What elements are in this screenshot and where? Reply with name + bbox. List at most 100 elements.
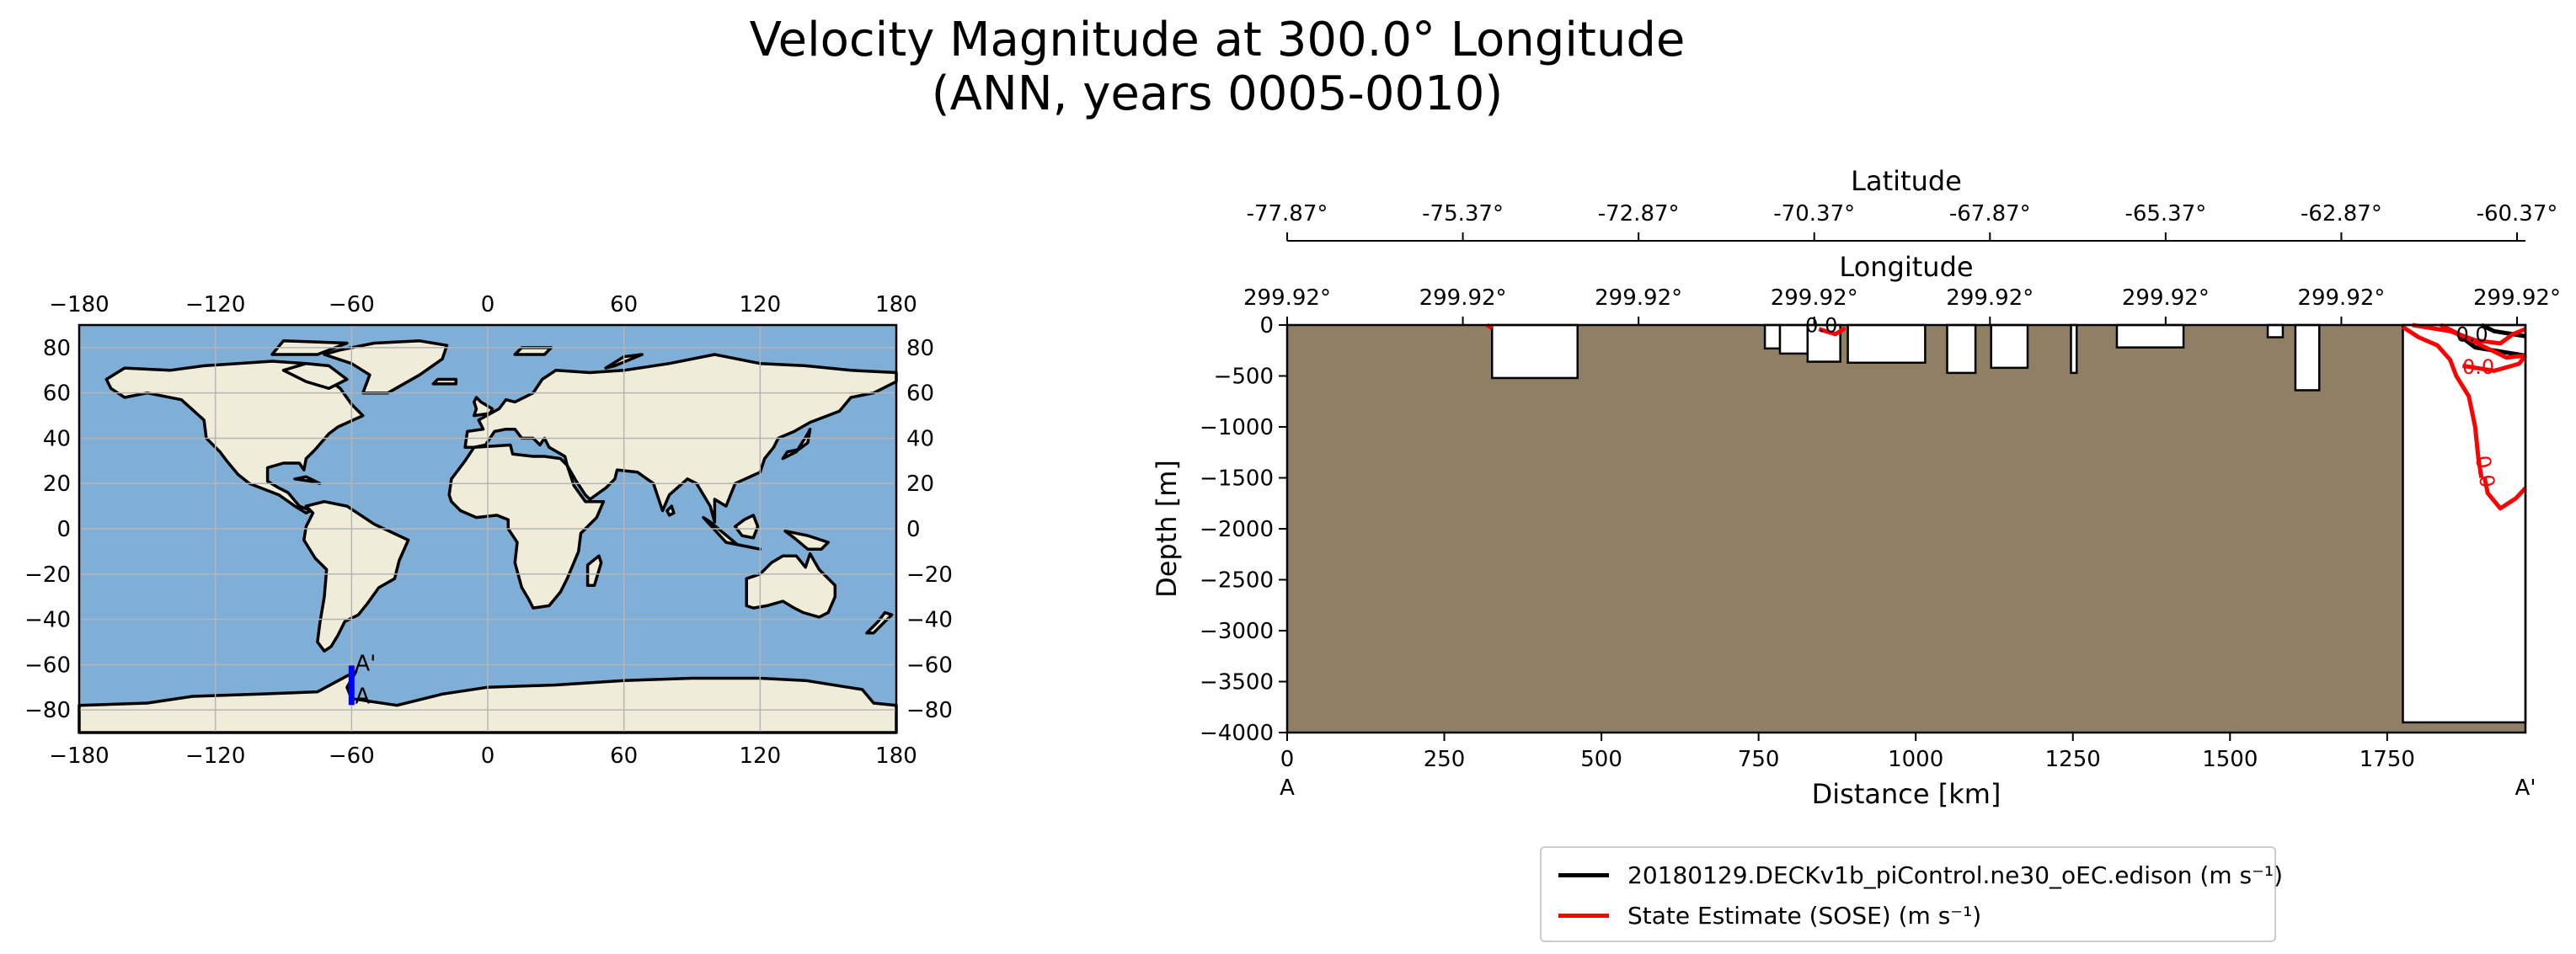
section-water-gap — [2115, 323, 2185, 349]
land-new-guinea — [783, 529, 830, 551]
section-water-gap — [2070, 323, 2078, 375]
section-xlabel: Distance [km] — [1812, 778, 2001, 810]
map-panel: A A' −180 −180 −120 −120 −60 −60 0 0 60 60 120 120 180… — [24, 292, 953, 769]
map-ytick-right: −80 — [906, 698, 953, 723]
map-ytick-right: 20 — [906, 472, 934, 497]
contour-model — [2480, 322, 2526, 338]
map-xtick-bottom: 0 — [481, 743, 495, 769]
section-lat-tick-label: -77.87° — [1247, 201, 1328, 227]
section-ytick-label: −2000 — [1200, 517, 1274, 542]
section-xtick-label: 1250 — [2045, 747, 2101, 772]
map-xtick-bottom: 60 — [610, 743, 638, 769]
legend-swatch-model — [1558, 872, 1609, 877]
section-ytick-label: 0 — [1259, 313, 1274, 338]
section-start-label: A — [1280, 775, 1295, 801]
section-ytick-label: −2500 — [1200, 568, 1274, 594]
land-greenland-island-baffin — [281, 361, 349, 391]
section-water-gap — [1846, 323, 1927, 365]
legend-label-model: 20180129.DECKv1b_piControl.ne30_oEC.edis… — [1627, 861, 2284, 889]
section-xtick-label: 1750 — [2360, 747, 2415, 772]
contour-sose — [2482, 477, 2527, 511]
section-lon-tick-label: 299.92° — [2473, 285, 2561, 311]
map-ytick-right: 0 — [906, 517, 921, 542]
section-water-gap — [1763, 323, 1782, 350]
section-water-gap — [2266, 323, 2285, 338]
map-transect-start-label: A — [355, 684, 370, 709]
contour-sose — [1818, 326, 1846, 337]
map-xtick-top: 60 — [610, 292, 638, 317]
map-xtick-top: −180 — [49, 292, 109, 317]
map-ytick-right: 60 — [906, 381, 934, 407]
legend: 20180129.DECKv1b_piControl.ne30_oEC.edis… — [1540, 846, 2283, 942]
section-water-gap — [1990, 323, 2029, 370]
land-greenland — [323, 339, 449, 395]
map-ytick-left: 20 — [43, 472, 71, 497]
section-lon-tick-label: 299.92° — [1419, 285, 1507, 311]
legend-swatch-sose — [1558, 913, 1609, 918]
map-ytick-right: 40 — [906, 426, 934, 451]
land-new-zealand — [865, 610, 894, 635]
section-xtick-label: 250 — [1424, 747, 1466, 772]
section-lon-tick-label: 299.92° — [1595, 285, 1682, 311]
contour-sose — [2402, 325, 2484, 478]
map-ytick-right: 80 — [906, 336, 934, 361]
land-madagascar — [585, 554, 603, 587]
figure-title-line2: (ANN, years 0005-0010) — [931, 67, 1504, 121]
map-transect-end-label: A' — [355, 651, 376, 676]
contour-sose — [2462, 354, 2527, 373]
section-ytick-label: −3000 — [1200, 619, 1274, 644]
contour-label: 0.0 — [2471, 454, 2499, 489]
map-ytick-left: 80 — [43, 336, 71, 361]
legend-label-sose: State Estimate (SOSE) (m s⁻¹) — [1627, 901, 1982, 930]
section-water-gap — [2294, 323, 2321, 392]
section-ytick-label: −1500 — [1200, 466, 1274, 492]
map-ytick-left: −60 — [24, 653, 71, 678]
legend-item-sose: State Estimate (SOSE) (m s⁻¹) — [1558, 895, 1981, 935]
section-lat-tick-label: -60.37° — [2477, 201, 2558, 227]
map-xtick-bottom: 180 — [875, 743, 917, 769]
map-ytick-left: −40 — [24, 608, 71, 633]
map-xtick-bottom: −60 — [329, 743, 375, 769]
section-xtick-label: 1500 — [2202, 747, 2258, 772]
section-lon-tick-label: 299.92° — [1243, 285, 1331, 311]
map-ytick-left: 0 — [56, 517, 71, 542]
land-south-america — [302, 499, 410, 653]
map-ytick-left: −80 — [24, 698, 71, 723]
section-ytick-label: −3500 — [1200, 670, 1274, 696]
section-terrain — [1287, 325, 2525, 733]
section-lat-tick-label: -65.37° — [2124, 201, 2206, 227]
section-lon-tick-label: 299.92° — [1771, 285, 1858, 311]
section-lat-tick-label: -67.87° — [1949, 201, 2031, 227]
section-lon-tick-label: 299.92° — [2122, 285, 2210, 311]
section-ytick-label: −1000 — [1200, 415, 1274, 440]
section-ylabel: Depth [m] — [1151, 460, 1183, 598]
section-ytick-label: −4000 — [1200, 721, 1274, 746]
section-water-gap — [1778, 323, 1809, 355]
section-water-gap — [1491, 323, 1579, 380]
section-water-gap — [2402, 323, 2527, 724]
map-ytick-right: −60 — [906, 653, 953, 678]
section-water-gap — [1946, 323, 1977, 375]
map-xtick-top: −120 — [185, 292, 245, 317]
section-lat-tick-label: -75.37° — [1422, 201, 1504, 227]
map-xtick-bottom: 120 — [740, 743, 782, 769]
map-xtick-bottom: −180 — [49, 743, 109, 769]
section-lon-axis-label: Longitude — [1839, 251, 1973, 283]
map-xtick-top: 0 — [481, 292, 495, 317]
section-lat-axis-label: Latitude — [1851, 165, 1962, 197]
section-xtick-label: 500 — [1580, 747, 1622, 772]
contour-label: 0.0 — [2456, 322, 2488, 346]
section-ytick-label: −500 — [1214, 365, 1274, 390]
map-ytick-right: −40 — [906, 608, 953, 633]
map-ytick-left: 40 — [43, 426, 71, 451]
map-xtick-top: 180 — [875, 292, 917, 317]
section-panel: 0.0 0.00.00.00 250 500 750 1000 1250 1500 17500−… — [1151, 165, 2561, 810]
land-sri-lanka — [665, 504, 676, 517]
contour-sose — [2440, 322, 2526, 360]
contour-sose — [2412, 322, 2526, 346]
section-xtick-label: 1000 — [1888, 747, 1943, 772]
legend-item-model: 20180129.DECKv1b_piControl.ne30_oEC.edis… — [1558, 855, 2283, 895]
figure-title-line1: Velocity Magnitude at 300.0° Longitude — [749, 13, 1686, 67]
section-xtick-label: 0 — [1280, 747, 1295, 772]
